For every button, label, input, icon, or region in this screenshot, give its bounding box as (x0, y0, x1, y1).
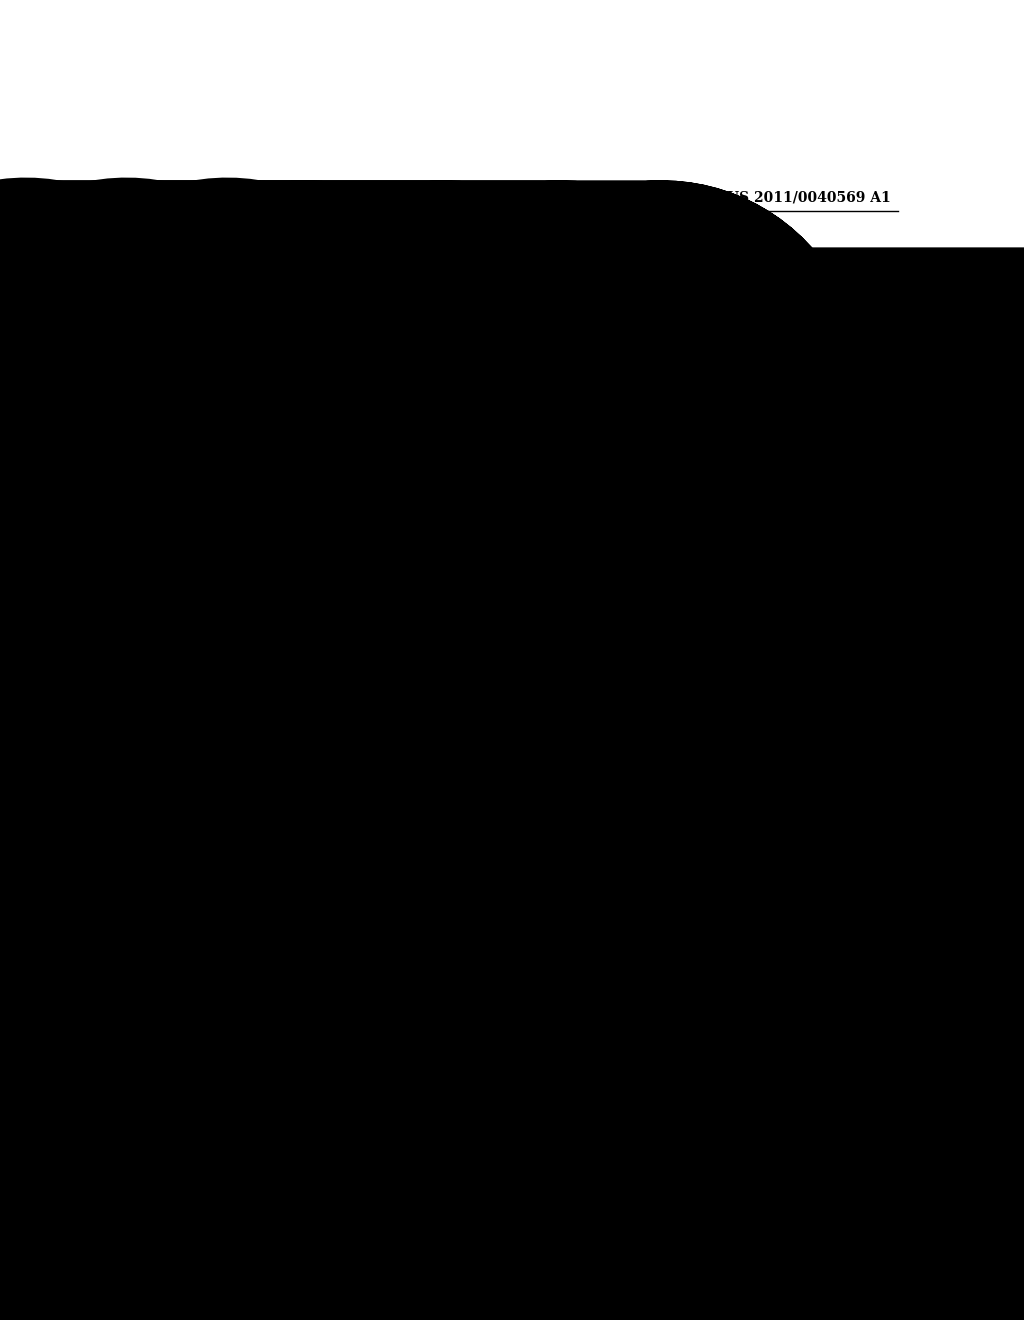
Text: US 2011/0040569 A1: US 2011/0040569 A1 (727, 190, 891, 205)
Bar (686, 313, 760, 451)
Text: Instruct System
to follow-up: Instruct System to follow-up (393, 338, 417, 425)
Text: 160: 160 (185, 933, 198, 956)
Bar (228, 1006, 302, 1125)
Text: Select
Providers: Select Providers (538, 1038, 567, 1093)
Bar (586, 313, 658, 451)
Text: Establish
Engagement: Establish Engagement (251, 345, 281, 420)
Text: 204: 204 (617, 275, 631, 297)
Text: 186: 186 (272, 275, 286, 297)
Text: 170: 170 (548, 972, 561, 994)
Text: 196: 196 (174, 238, 187, 260)
Bar (717, 1006, 791, 1125)
Polygon shape (332, 780, 409, 873)
Bar (484, 313, 558, 451)
Text: 192: 192 (309, 801, 323, 824)
Bar (314, 1006, 388, 1125)
Text: New User?: New User? (364, 795, 377, 858)
Text: Establish
Future Time: Establish Future Time (506, 346, 537, 417)
Text: Consumer
Login: Consumer Login (251, 1035, 281, 1096)
Text: Feb. 17, 2011  Sheet 5 of 20: Feb. 17, 2011 Sheet 5 of 20 (416, 190, 634, 205)
Text: 184: 184 (648, 972, 662, 994)
Ellipse shape (160, 1051, 205, 1080)
Text: Start: Start (168, 1059, 197, 1072)
Text: 194: 194 (408, 620, 421, 644)
Text: 186: 186 (750, 972, 762, 994)
Bar (399, 1006, 473, 1125)
Bar (515, 1006, 589, 1125)
Text: 162: 162 (261, 972, 274, 994)
Text: Consolidate
Questions: Consolidate Questions (425, 1032, 447, 1098)
Text: 206: 206 (718, 275, 731, 297)
Bar (260, 239, 337, 313)
Text: Establish
Engagement: Establish Engagement (738, 1027, 769, 1102)
Bar (299, 636, 442, 1002)
Text: FIG. 4B: FIG. 4B (785, 446, 897, 471)
Text: FIG. 4A: FIG. 4A (786, 800, 896, 825)
Bar (335, 647, 406, 709)
Text: Carry out
Engagement: Carry out Engagement (708, 345, 738, 420)
Text: Choose
Mode: Choose Mode (638, 1043, 668, 1086)
Bar (228, 313, 302, 451)
Bar (616, 1006, 690, 1125)
Text: Indicate
Matter: Indicate Matter (336, 1041, 366, 1089)
Text: 188: 188 (307, 610, 321, 632)
Text: Provide
Number: Provide Number (355, 655, 385, 702)
Text: 164: 164 (346, 972, 359, 994)
Bar (369, 313, 442, 451)
Text: 202: 202 (517, 275, 529, 297)
Text: 190: 190 (319, 853, 333, 874)
Bar (335, 878, 406, 940)
Text: 200: 200 (400, 275, 414, 297)
Text: Complete
Engagement: Complete Engagement (288, 240, 309, 312)
Text: 168: 168 (431, 972, 444, 994)
Text: 198: 198 (337, 213, 350, 235)
Text: Lookup
Number: Lookup Number (355, 886, 385, 933)
Text: Patent Application Publication: Patent Application Publication (159, 190, 398, 205)
Text: Prompt Parties: Prompt Parties (615, 338, 629, 425)
